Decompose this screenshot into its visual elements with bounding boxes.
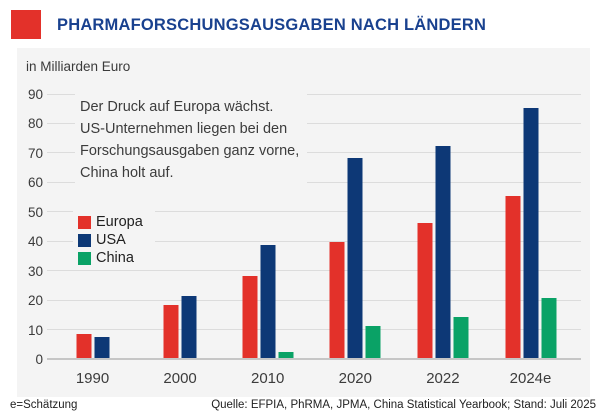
annotation-text: Der Druck auf Europa wächst. US-Unterneh…: [75, 92, 308, 188]
gridline: [47, 270, 581, 272]
y-tick-label: 0: [35, 352, 43, 367]
bar-china: [453, 316, 469, 358]
y-tick-label: 70: [27, 145, 43, 161]
bar-china: [541, 297, 556, 358]
gridline: [47, 299, 581, 301]
bar-china: [278, 352, 294, 358]
x-tick-label: 2022: [426, 370, 460, 387]
y-tick-label: 50: [27, 204, 43, 220]
legend-swatch: [78, 215, 91, 229]
x-tick-label: 2010: [251, 370, 285, 387]
bar-europa: [417, 222, 433, 358]
bar-europa: [329, 241, 345, 358]
bar-usa: [94, 337, 109, 358]
bar-group: [163, 296, 197, 358]
gridline: [47, 93, 581, 95]
plot-area: 0 10 20 30 40 50 60 70 80 90: [17, 87, 590, 367]
bar-group: [242, 244, 294, 358]
legend-item: China: [78, 249, 143, 267]
bar-group: [417, 146, 469, 358]
y-tick-label: 10: [27, 322, 43, 338]
gridline: [47, 181, 581, 183]
bar-usa: [347, 157, 363, 358]
legend-item: USA: [78, 231, 143, 249]
x-tick-label: 2024e: [509, 370, 552, 387]
legend-swatch: [78, 233, 91, 247]
unit-label: in Milliarden Euro: [26, 59, 131, 74]
gridline: [47, 122, 581, 124]
brand-mark-square: [11, 10, 41, 39]
bar-group: [76, 334, 109, 358]
gridline: [47, 152, 581, 154]
gridline: [47, 358, 581, 360]
y-tick-label: 20: [27, 293, 43, 309]
y-tick-label: 90: [27, 87, 43, 102]
bar-usa: [260, 244, 276, 358]
gridline: [47, 211, 581, 213]
bar-china: [365, 325, 381, 358]
bar-europa: [163, 305, 179, 358]
page-title: PHARMAFORSCHUNGSAUSGABEN NACH LÄNDERN: [57, 16, 487, 34]
y-tick-label: 40: [27, 234, 43, 250]
legend-item: Europa: [78, 213, 143, 231]
x-tick-label: 2020: [338, 370, 372, 387]
y-tick-label: 60: [27, 175, 43, 191]
bar-usa: [181, 296, 197, 358]
bar-europa: [505, 196, 520, 358]
legend-swatch: [78, 251, 91, 265]
gridline: [47, 329, 581, 331]
bar-usa: [523, 107, 538, 358]
y-tick-label: 30: [27, 263, 43, 279]
x-tick-label: 1990: [75, 370, 110, 387]
bar-group: [329, 157, 381, 358]
legend-label: USA: [96, 232, 126, 248]
legend: Europa USA China: [73, 210, 155, 270]
legend-label: Europa: [96, 214, 143, 230]
bar-europa: [76, 334, 91, 358]
x-tick-label: 2000: [163, 370, 197, 387]
header: PHARMAFORSCHUNGSAUSGABEN NACH LÄNDERN: [0, 0, 600, 48]
footnote: e=Schätzung: [10, 399, 78, 411]
gridline: [47, 240, 581, 242]
bar-group: [505, 107, 556, 358]
bar-usa: [435, 146, 451, 358]
y-tick-label: 80: [27, 116, 43, 132]
legend-label: China: [96, 250, 134, 266]
source-note: Quelle: EFPIA, PhRMA, JPMA, China Statis…: [211, 399, 596, 411]
bar-europa: [242, 275, 258, 358]
chart-panel: in Milliarden Euro 0 10 20 30 40 50 60 70 80 90 D…: [17, 48, 590, 397]
